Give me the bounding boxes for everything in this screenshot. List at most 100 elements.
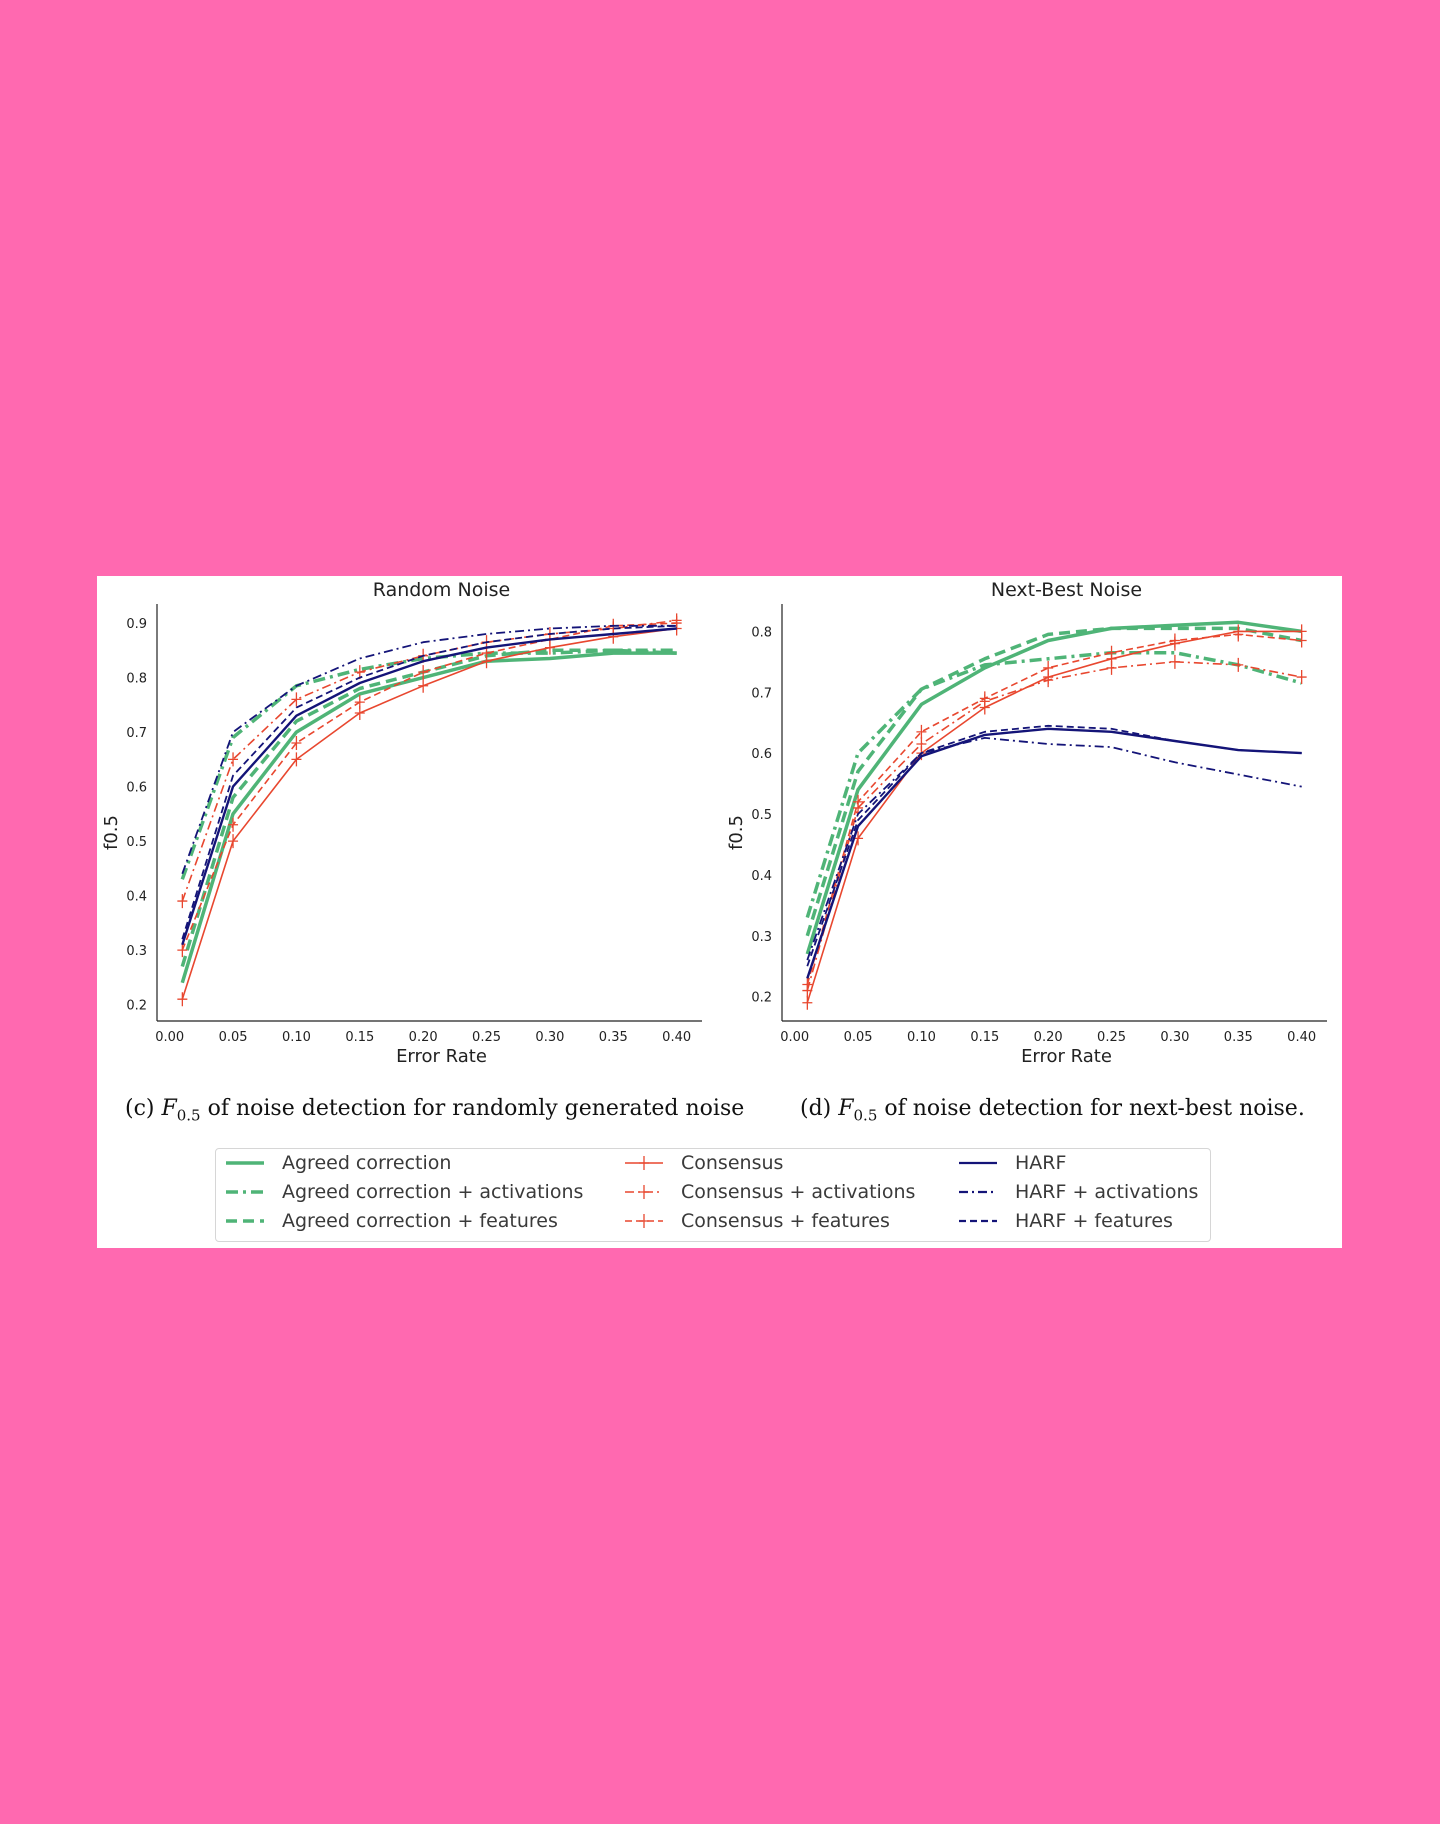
y-tick-label: 0.2 [126, 999, 147, 1014]
series-consensus [802, 624, 1307, 1010]
caption-text: of noise detection for next-best noise. [877, 1096, 1305, 1121]
legend-label: HARF + features [1015, 1210, 1173, 1232]
series-line [180, 651, 677, 984]
legend-swatch [625, 1214, 663, 1228]
series-line [806, 724, 1302, 967]
x-tick-label: 0.15 [970, 1030, 999, 1045]
series-consensus [177, 621, 682, 1007]
series-line [181, 627, 677, 1000]
data-point-marker [916, 724, 927, 739]
data-point-marker [802, 977, 813, 992]
legend: Agreed correction Agreed correction + act… [215, 1148, 1211, 1242]
legend-label: Agreed correction [282, 1152, 452, 1174]
x-tick-label: 0.40 [662, 1030, 691, 1045]
data-point-marker [1106, 660, 1117, 675]
x-axis-label: Error Rate [396, 1046, 487, 1067]
chart-next-best-noise: Next-Best Noise 0.00 0.05 0.10 0.15 0.20 0.25 0… [726, 579, 1327, 1067]
data-point-marker [228, 817, 239, 832]
x-tick-label: 0.20 [409, 1030, 438, 1045]
data-point-marker [1233, 657, 1244, 672]
series-line [805, 650, 1303, 919]
series-consensus-features [802, 627, 1307, 992]
legend-swatch [625, 1185, 663, 1199]
legend-item-agreed-correction: Agreed correction [222, 1150, 451, 1176]
data-point-marker [671, 616, 682, 631]
y-tick-label: 0.8 [126, 672, 147, 687]
data-point-marker [916, 737, 927, 752]
caption-subscript: 0.5 [176, 1106, 201, 1125]
legend-swatch [226, 1190, 264, 1194]
figure-card: Random Noise 0.00 0.05 0.10 0.15 0.20 0.25 0.30… [97, 576, 1342, 1248]
series-line [181, 624, 677, 940]
data-point-marker [1169, 633, 1180, 648]
caption-symbol: F [161, 1096, 177, 1121]
data-point-marker [228, 834, 239, 849]
y-tick-label: 0.3 [126, 944, 147, 959]
y-tick-label: 0.3 [751, 930, 772, 945]
legend-swatch-marker [639, 1185, 649, 1199]
y-tick-label: 0.7 [751, 686, 772, 701]
legend-swatch-marker [639, 1214, 649, 1228]
legend-label: Agreed correction + activations [282, 1181, 584, 1203]
caption-random-noise: (c) F0.5 of noise detection for randomly… [125, 1096, 744, 1124]
data-point-marker [1106, 645, 1117, 660]
series-line [181, 619, 677, 902]
legend-label: Consensus + activations [681, 1181, 916, 1203]
x-tick-label: 0.10 [282, 1030, 311, 1045]
legend-label: Consensus [681, 1152, 784, 1174]
series-line [806, 630, 1302, 1003]
x-tick-label: 0.30 [535, 1030, 564, 1045]
caption-prefix: (c) [125, 1096, 162, 1121]
x-tick-label: 0.05 [844, 1030, 873, 1045]
x-tick-label: 0.00 [155, 1030, 184, 1045]
caption-text: of noise detection for randomly generate… [200, 1096, 745, 1121]
legend-swatch [226, 1219, 264, 1223]
x-tick-label: 0.25 [472, 1030, 501, 1045]
data-point-marker [291, 736, 302, 750]
legend-label: HARF [1015, 1152, 1067, 1174]
y-tick-label: 0.5 [126, 835, 147, 850]
caption-next-best-noise: (d) F0.5 of noise detection for next-bes… [800, 1096, 1305, 1124]
series-line [180, 648, 677, 968]
series-line [180, 648, 677, 880]
y-tick-label: 0.4 [751, 869, 772, 884]
y-tick-label: 0.2 [751, 991, 772, 1006]
legend-item-consensus: Consensus [621, 1150, 783, 1176]
data-point-marker [177, 943, 188, 958]
x-tick-label: 0.35 [599, 1030, 628, 1045]
y-tick-label: 0.8 [751, 625, 772, 640]
data-point-marker [354, 695, 365, 710]
y-tick-label: 0.5 [751, 808, 772, 823]
data-point-marker [1233, 627, 1244, 642]
data-point-marker [1169, 654, 1180, 669]
series-agreed-correction-activations [805, 650, 1303, 919]
data-point-marker [291, 752, 302, 767]
x-tick-label: 0.15 [345, 1030, 374, 1045]
legend-item-harf-features: HARF + features [955, 1208, 1173, 1234]
series-agreed-correction [805, 620, 1302, 955]
legend-swatch [959, 1219, 997, 1223]
data-point-marker [802, 995, 813, 1010]
series-agreed-correction-activations [180, 648, 677, 880]
series-consensus-activations [802, 654, 1307, 998]
y-axis-label: f0.5 [726, 815, 747, 850]
series-line [806, 736, 1302, 961]
series-harf-activations [181, 624, 677, 875]
chart-title: Next-Best Noise [991, 579, 1142, 601]
series-line [181, 622, 677, 951]
series-harf-features [181, 624, 677, 940]
x-tick-label: 0.35 [1224, 1030, 1253, 1045]
caption-symbol: F [838, 1096, 854, 1121]
series-line [805, 626, 1303, 937]
data-point-marker [418, 665, 429, 680]
legend-swatch-marker [639, 1156, 649, 1170]
series-harf-activations [806, 736, 1302, 961]
series-agreed-correction-features [180, 648, 677, 968]
series-line [806, 633, 1302, 985]
series-harf [806, 727, 1302, 979]
data-point-marker [979, 691, 990, 706]
x-axis-label: Error Rate [1021, 1046, 1112, 1067]
series-agreed-correction [180, 651, 677, 984]
y-tick-label: 0.6 [751, 747, 772, 762]
